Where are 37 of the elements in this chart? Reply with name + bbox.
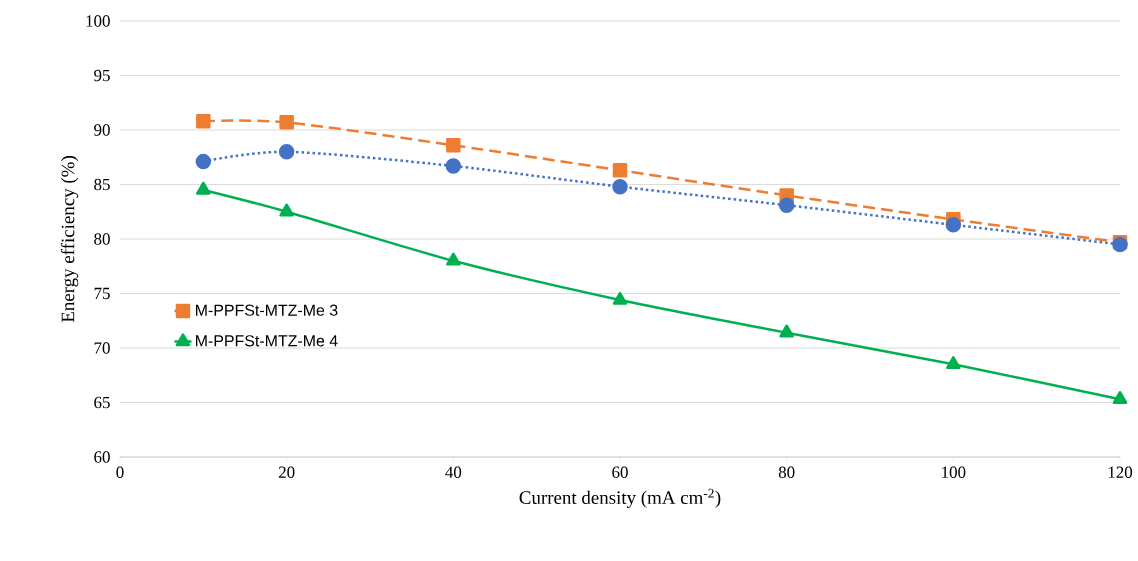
x-tick-label: 20 (278, 466, 295, 478)
point (278, 144, 295, 160)
x-tick-label: 80 (778, 466, 795, 478)
y-tick-label: 65 (94, 396, 110, 409)
point (612, 163, 628, 178)
x-tick-label: 60 (612, 466, 628, 478)
x-tick-label: 100 (942, 466, 966, 478)
y-tick-label: 85 (94, 178, 110, 191)
y-axis-title: Energy efficiency (%) (60, 156, 79, 323)
legend-label: M-PPFSt-MTZ-Me 3 (196, 304, 338, 316)
y-tick-label: 75 (94, 287, 110, 300)
x-tick-label: 0 (116, 466, 124, 478)
y-tick-label: 100 (86, 15, 110, 27)
legend-label: M-PPFSt-MTZ-Me 4 (196, 335, 338, 347)
y-tick-label: 60 (94, 451, 110, 463)
y-tick-label: 95 (94, 69, 110, 82)
point (196, 114, 211, 129)
y-tick-label: 70 (94, 342, 110, 354)
point (778, 197, 795, 213)
point (279, 203, 294, 217)
x-tick-label: 120 (1108, 466, 1133, 478)
point (279, 115, 294, 130)
point (612, 178, 628, 195)
point (445, 158, 462, 174)
point (446, 138, 461, 153)
point (1112, 390, 1128, 404)
point (945, 217, 962, 233)
point (446, 252, 461, 266)
point (779, 324, 794, 338)
point (946, 356, 961, 370)
y-tick-label: 90 (94, 124, 110, 136)
y-tick-label: 80 (94, 233, 110, 245)
x-axis-title: Current density (mA cm$^{-2}$) (519, 488, 721, 508)
point (195, 153, 212, 170)
point (196, 181, 211, 195)
point (612, 291, 628, 305)
x-tick-label: 40 (445, 466, 462, 478)
